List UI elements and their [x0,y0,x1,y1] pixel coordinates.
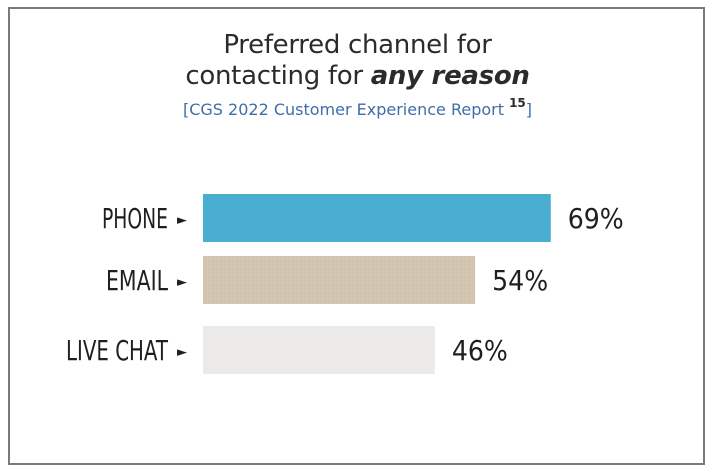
category-label-email: EMAIL [106,264,168,297]
category-label-live-chat: LIVE CHAT [66,334,169,367]
chart-title-line1: Preferred channel for [223,30,492,60]
arrow-marker-icon: ► [177,213,187,228]
chart-title-emphasis: any reason [370,61,530,91]
chart-title-line2: contacting for any reason [0,61,715,91]
bar-phone [203,194,551,242]
chart-title-prefix: contacting for [185,61,371,91]
source-text: [CGS 2022 Customer Experience Report [182,100,504,119]
value-label-email: 54% [492,264,548,297]
arrow-marker-icon: ► [177,275,187,290]
arrow-marker-icon: ► [177,345,187,360]
chart-source: [CGS 2022 Customer Experience Report 15] [0,96,715,119]
value-label-live-chat: 46% [452,334,508,367]
category-label-phone: PHONE [102,202,168,235]
source-end: ] [525,100,533,119]
bar-live-chat [203,326,435,374]
source-footnote: 15 [509,96,526,110]
value-label-phone: 69% [568,202,624,235]
bar-texture [203,256,476,304]
